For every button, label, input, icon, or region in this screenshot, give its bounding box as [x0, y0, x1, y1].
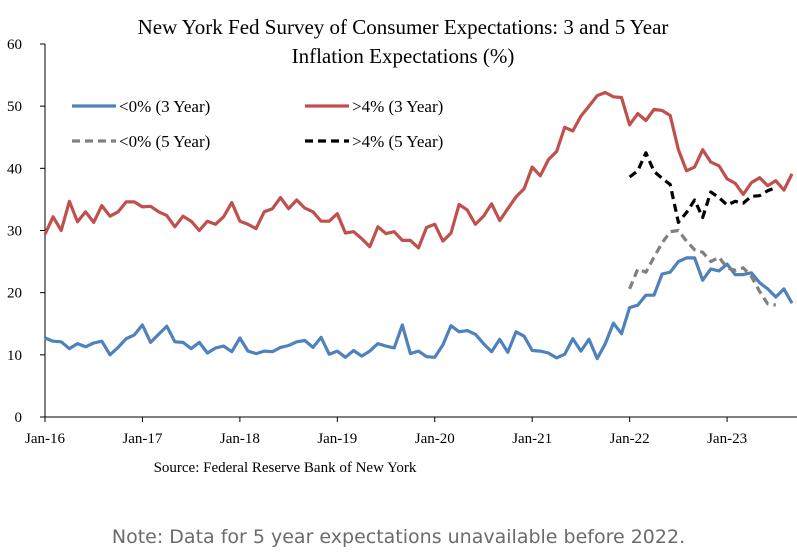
x-tick-label: Jan-16	[25, 431, 65, 447]
y-tick-label: 0	[15, 410, 23, 426]
legend-label: <0% (5 Year)	[119, 132, 210, 151]
footnote: Note: Data for 5 year expectations unava…	[111, 526, 686, 548]
x-tick-label: Jan-19	[317, 431, 357, 447]
series-line-3	[628, 228, 777, 307]
y-axis: 0 10 20 30 40 50 60	[7, 37, 46, 426]
y-tick-label: 10	[7, 348, 22, 364]
series-lines	[43, 90, 794, 361]
chart-title: New York Fed Survey of Consumer Expectat…	[138, 15, 669, 39]
x-axis: Jan-16 Jan-17 Jan-18 Jan-19 Jan-20 Jan-21 Jan-…	[25, 416, 797, 447]
legend-label: >4% (3 Year)	[352, 97, 443, 116]
y-tick-label: 40	[7, 161, 22, 177]
source-note: Source: Federal Reserve Bank of New York	[154, 460, 417, 476]
line-chart: New York Fed Survey of Consumer Expectat…	[7, 15, 797, 476]
y-tick-label: 50	[7, 99, 22, 115]
chart-subtitle: Inflation Expectations (%)	[292, 44, 515, 68]
y-tick-label: 30	[7, 224, 22, 240]
series-line-4	[628, 151, 777, 224]
x-tick-label: Jan-17	[122, 431, 162, 447]
x-tick-label: Jan-23	[707, 431, 747, 447]
x-tick-label: Jan-21	[512, 431, 552, 447]
series-line-1	[44, 256, 794, 361]
y-tick-label: 20	[7, 286, 22, 302]
series-line-2	[43, 90, 794, 250]
y-tick-label: 60	[7, 37, 22, 53]
x-tick-label: Jan-20	[415, 431, 455, 447]
x-tick-label: Jan-18	[220, 431, 260, 447]
x-tick-label: Jan-22	[610, 431, 650, 447]
legend-label: <0% (3 Year)	[119, 97, 210, 116]
legend: <0% (3 Year) >4% (3 Year) <0% (5 Year) >4% …	[72, 97, 443, 151]
legend-label: >4% (5 Year)	[352, 132, 443, 151]
